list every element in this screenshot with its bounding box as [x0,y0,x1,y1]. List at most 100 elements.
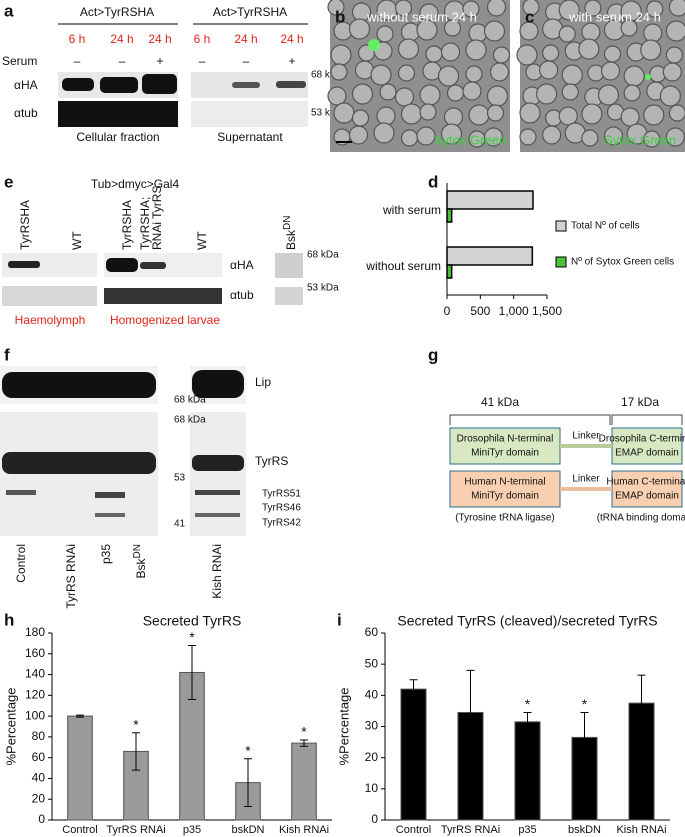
linker-label: Linker [572,474,600,485]
cell [643,130,661,148]
cell [462,81,482,101]
cell [416,126,436,146]
blot-band [95,513,125,517]
lane-label: Control [14,544,28,583]
serum-sign: – [199,54,206,68]
fragment-label: TyrRS42 [262,518,301,529]
cell [665,20,685,42]
serum-sign: + [288,54,295,68]
cell [419,84,441,106]
row-label: αHA [230,258,254,272]
y-tick-label: 120 [25,688,45,702]
cell [659,85,681,107]
marker: 53 kDa [307,283,339,294]
cell [668,0,685,17]
size-label: 41 kDa [481,395,519,409]
cell [668,104,685,122]
lane-label-sup: DN [132,544,143,558]
lane-label: WT [195,231,209,250]
error-bar [300,739,308,747]
cell [376,106,396,126]
y-tick-label: 50 [365,656,379,670]
error-bar [523,711,532,732]
lane-label: p35 [99,544,113,564]
bar [446,208,453,223]
caption: without serum 24 h [366,9,477,24]
blot [190,412,246,536]
blot [104,288,222,304]
cell [373,122,395,144]
cell [397,38,420,60]
cell [330,63,348,81]
panel-letter: g [428,345,438,364]
y-tick-label: 10 [365,781,379,795]
domain-text: EMAP domain [615,448,679,459]
chart-title: Secreted TyrRS [143,613,242,629]
lane-label: WT [70,231,84,250]
x-tick-label: 500 [470,304,490,318]
bracket [449,414,683,425]
y-tick-label: 20 [32,791,46,805]
cell [394,0,413,17]
panel-letter: e [4,172,13,191]
cell [440,123,463,145]
source: Haemolymph [15,313,86,327]
blot-band [62,78,94,91]
x-tick-label: p35 [183,824,201,836]
error-bar [637,674,646,732]
cell [578,38,600,60]
cell [561,64,583,86]
fragment-label: TyrRS46 [262,503,301,514]
y-tick-label: 160 [25,646,45,660]
y-tick-label: 30 [365,719,379,733]
blot-band [2,452,156,474]
y-tick-label: 180 [25,625,45,639]
cell [519,21,539,41]
lane-label-base: Bsk [134,557,148,578]
x-tick-label: Control [62,824,97,836]
x-tick-label: bskDN [231,824,264,836]
cell [440,42,461,62]
group-label: Act>TyrRSHA [213,5,287,19]
y-tick-label: 100 [25,708,45,722]
sytox-cell [645,74,651,80]
domain-box [611,470,683,508]
blot-band [192,370,244,398]
x-tick-label: bskDN [568,824,601,836]
blot-band [8,261,40,268]
blot-band [106,258,138,272]
cell [327,0,345,16]
cell [558,106,578,126]
blot-band [195,513,240,517]
cell [584,0,602,17]
bar [514,721,541,821]
cell [462,0,480,18]
cell [465,65,483,83]
lane-label: TyrRSHA [18,200,32,250]
cell [522,0,540,16]
y-tick-label: 0 [38,812,45,826]
legend-swatch [555,256,567,268]
marker: 68 kDa [174,415,206,426]
blot-band [95,492,125,498]
cell [558,0,580,21]
blot-band [232,82,260,88]
error-bar [132,732,140,771]
blot [275,287,303,305]
cell [581,129,599,147]
cell [536,83,558,105]
domain-text: Drosophila N-terminal [457,434,554,445]
lane-label: BskDN [132,544,149,578]
x-tick-label: TyrRS RNAi [106,824,165,836]
serum-sign: – [74,54,81,68]
blot-band [140,262,166,269]
domain-box [611,427,683,465]
error-bar [580,711,589,763]
y-tick-label: 40 [365,688,379,702]
y-tick-label: 20 [365,750,379,764]
cell [539,60,559,80]
blot-band [100,77,138,93]
lane-label-sup: DN [282,216,293,230]
cell [425,45,443,63]
